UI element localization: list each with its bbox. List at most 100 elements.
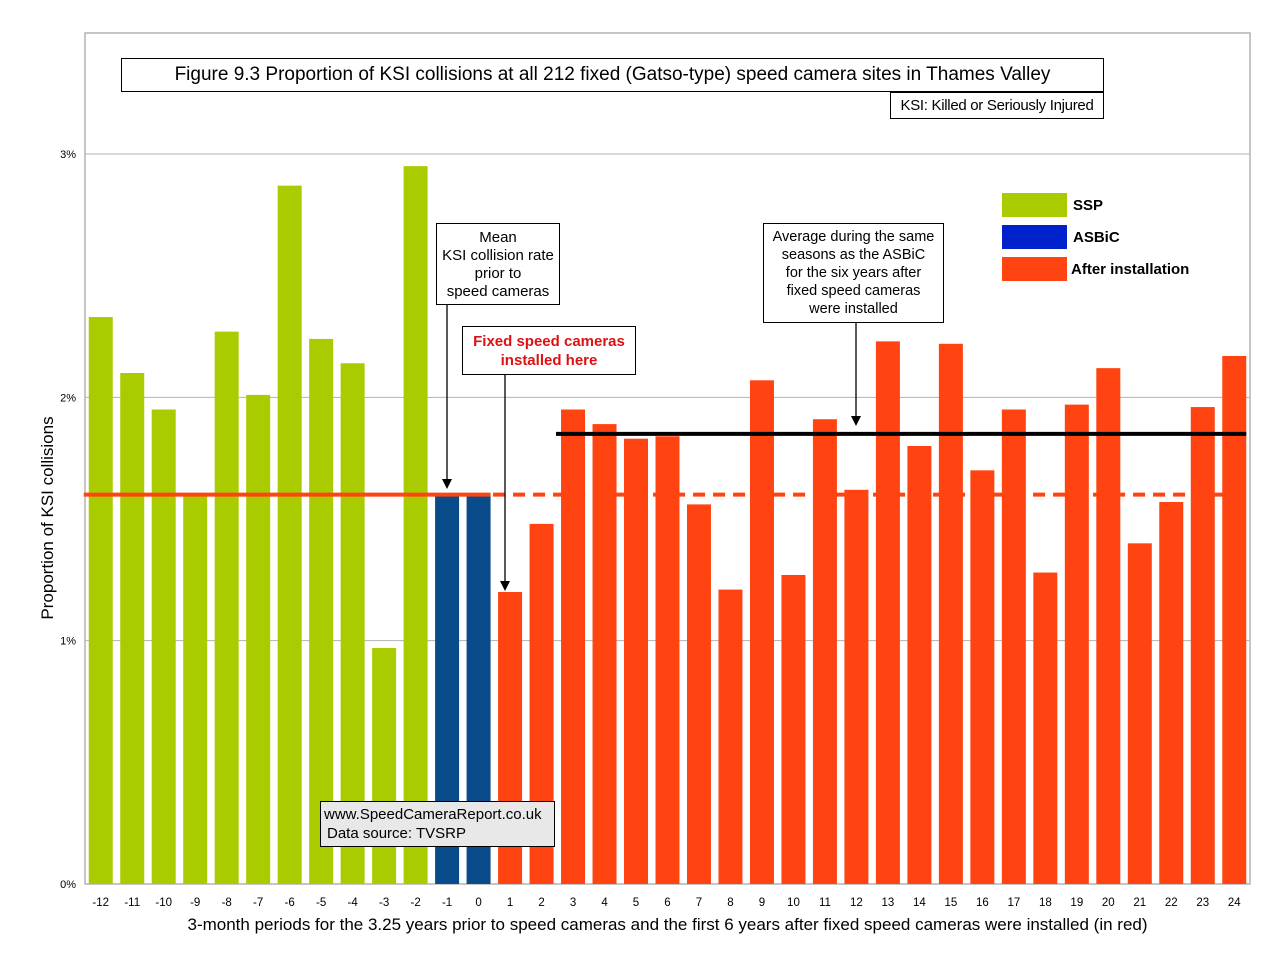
x-tick-label: 17 bbox=[1007, 897, 1020, 909]
y-axis-label: Proportion of KSI collisions bbox=[38, 416, 57, 620]
legend-swatch-ssp bbox=[1002, 193, 1067, 217]
x-tick-label: -12 bbox=[92, 897, 109, 909]
bar bbox=[561, 409, 586, 884]
legend-label-asbic: ASBiC bbox=[1073, 229, 1120, 246]
x-tick-label: 15 bbox=[944, 897, 957, 909]
x-tick-label: -1 bbox=[442, 897, 452, 909]
bar bbox=[151, 409, 176, 884]
bar bbox=[781, 574, 806, 884]
bar bbox=[120, 373, 145, 884]
bar bbox=[907, 446, 932, 884]
bars bbox=[88, 166, 1247, 885]
average-annotation-line: for the six years after bbox=[785, 265, 922, 281]
bar bbox=[372, 647, 397, 884]
bar bbox=[340, 363, 365, 884]
installation-annotation: Fixed speed cameras installed here bbox=[462, 326, 636, 375]
x-tick-label: -3 bbox=[379, 897, 389, 909]
installation-annotation-line: installed here bbox=[500, 352, 598, 369]
y-tick-label: 0% bbox=[60, 879, 76, 891]
y-tick-label: 2% bbox=[60, 392, 76, 404]
average-annotation-line: seasons as the ASBiC bbox=[781, 247, 926, 263]
y-tick-labels: 0% 1% 2% 3% bbox=[60, 149, 76, 891]
x-tick-label: 10 bbox=[787, 897, 800, 909]
x-tick-label: 6 bbox=[664, 897, 670, 909]
x-tick-label: 9 bbox=[759, 897, 765, 909]
x-tick-labels: -12 -11 -10 -9 -8 -7 -6 -5 -4 -3 -2 -1 0 1 2 3 4 5 6 7 8 9 10 1… bbox=[92, 897, 1241, 909]
legend-label-ssp: SSP bbox=[1073, 197, 1104, 214]
bar bbox=[183, 494, 208, 884]
source-url: www.SpeedCameraReport.co.uk bbox=[324, 806, 542, 823]
x-tick-label: -9 bbox=[190, 897, 200, 909]
bar bbox=[875, 341, 900, 884]
mean-annotation-line: speed cameras bbox=[446, 283, 550, 300]
bar bbox=[1222, 355, 1247, 884]
x-tick-label: -6 bbox=[285, 897, 295, 909]
y-tick-label: 3% bbox=[60, 149, 76, 161]
bar bbox=[844, 489, 869, 884]
x-tick-label: 23 bbox=[1196, 897, 1209, 909]
x-tick-label: -7 bbox=[253, 897, 263, 909]
bar bbox=[1064, 404, 1089, 884]
average-annotation-line: Average during the same bbox=[772, 229, 935, 245]
reference-lines bbox=[83, 431, 1247, 497]
bar bbox=[88, 317, 113, 884]
x-tick-label: 4 bbox=[601, 897, 608, 909]
mean-annotation: Mean KSI collision rate prior to speed c… bbox=[436, 223, 560, 305]
x-tick-label: 2 bbox=[538, 897, 544, 909]
x-tick-label: 20 bbox=[1102, 897, 1115, 909]
bar bbox=[1127, 543, 1152, 884]
x-tick-label: -8 bbox=[222, 897, 232, 909]
bar bbox=[1096, 368, 1121, 885]
x-tick-label: -2 bbox=[410, 897, 420, 909]
x-tick-label: 13 bbox=[882, 897, 895, 909]
mean-annotation-line: prior to bbox=[474, 265, 522, 282]
legend-swatch-asbic bbox=[1002, 225, 1067, 249]
bar bbox=[686, 504, 711, 884]
x-tick-label: -11 bbox=[124, 897, 140, 909]
bar bbox=[624, 438, 649, 884]
x-tick-label: 16 bbox=[976, 897, 989, 909]
bar bbox=[749, 380, 774, 884]
legend-label-after: After installation bbox=[1071, 261, 1190, 278]
x-axis-label: 3-month periods for the 3.25 years prior… bbox=[187, 915, 1148, 934]
x-tick-label: 14 bbox=[913, 897, 926, 909]
bar bbox=[970, 470, 995, 884]
x-tick-label: -4 bbox=[348, 897, 359, 909]
bar bbox=[1190, 407, 1215, 884]
annotation-arrows bbox=[442, 305, 861, 591]
mean-annotation-line: KSI collision rate bbox=[442, 247, 554, 264]
average-annotation: Average during the same seasons as the A… bbox=[763, 223, 944, 323]
average-annotation-line: fixed speed cameras bbox=[786, 283, 921, 299]
x-tick-label: 22 bbox=[1165, 897, 1178, 909]
bar bbox=[592, 424, 617, 884]
x-tick-label: 11 bbox=[819, 897, 831, 909]
y-tick-label: 1% bbox=[60, 636, 76, 648]
x-tick-label: 19 bbox=[1070, 897, 1083, 909]
bar bbox=[718, 589, 743, 884]
bar bbox=[309, 338, 334, 884]
bar bbox=[277, 185, 302, 885]
x-tick-label: 5 bbox=[633, 897, 639, 909]
bar bbox=[214, 331, 239, 885]
bar bbox=[655, 436, 680, 884]
x-tick-label: 21 bbox=[1133, 897, 1146, 909]
x-tick-label: 3 bbox=[570, 897, 576, 909]
x-tick-label: -5 bbox=[316, 897, 326, 909]
bar bbox=[1001, 409, 1026, 884]
installation-annotation-line: Fixed speed cameras bbox=[473, 333, 625, 350]
legend-swatch-after bbox=[1002, 257, 1067, 281]
bar bbox=[812, 419, 837, 884]
source-credit: Data source: TVSRP bbox=[327, 825, 466, 842]
bar bbox=[1033, 572, 1058, 884]
x-tick-label: 7 bbox=[696, 897, 702, 909]
chart-subtitle: KSI: Killed or Seriously Injured bbox=[890, 92, 1104, 119]
x-tick-label: 12 bbox=[850, 897, 863, 909]
x-tick-label: 0 bbox=[475, 897, 481, 909]
average-annotation-line: were installed bbox=[809, 301, 898, 317]
bar bbox=[1159, 501, 1184, 884]
mean-annotation-line: Mean bbox=[479, 229, 517, 246]
x-tick-label: 8 bbox=[727, 897, 733, 909]
x-tick-label: 18 bbox=[1039, 897, 1052, 909]
x-tick-label: 24 bbox=[1228, 897, 1241, 909]
